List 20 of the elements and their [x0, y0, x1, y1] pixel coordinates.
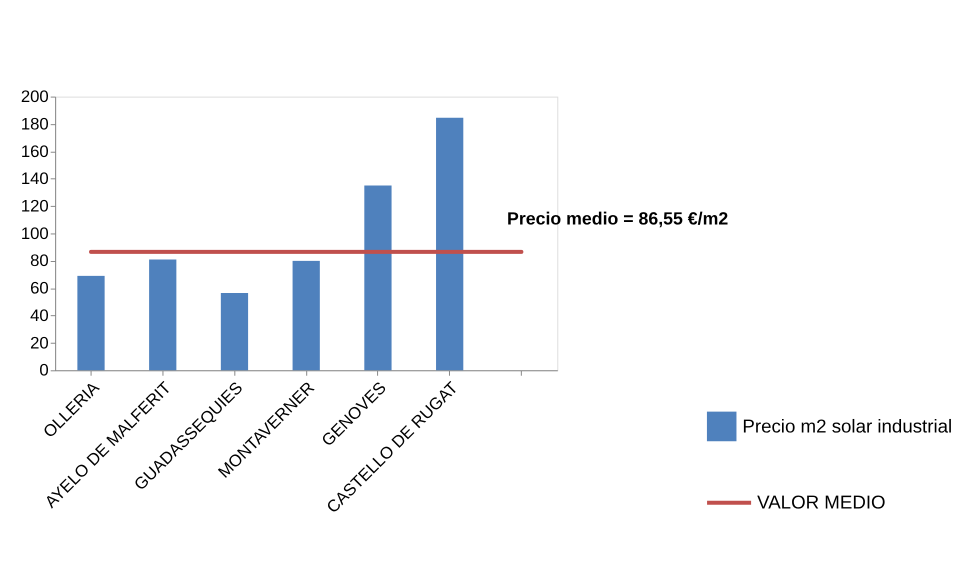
y-tick-label: 20 [30, 333, 49, 352]
bar [77, 276, 105, 370]
bar [364, 186, 392, 370]
legend-label: Precio m2 solar industrial [742, 415, 952, 436]
bar [220, 292, 248, 370]
y-tick-label: 40 [30, 306, 49, 325]
y-tick-label: 0 [39, 360, 49, 380]
legend-label: VALOR MEDIO [757, 492, 886, 513]
bar [292, 260, 320, 370]
annotation: Precio medio = 86,55 €/m2 [507, 208, 728, 229]
y-tick-label: 200 [20, 87, 49, 106]
y-tick-label: 180 [20, 114, 49, 134]
bar [149, 259, 176, 370]
y-tick-label: 60 [30, 278, 49, 298]
y-tick-label: 100 [20, 224, 49, 243]
y-tick-label: 80 [30, 251, 49, 270]
bar [436, 118, 464, 370]
y-tick-label: 140 [20, 169, 49, 188]
y-tick-label: 120 [20, 196, 49, 216]
y-tick-label: 160 [20, 142, 49, 161]
